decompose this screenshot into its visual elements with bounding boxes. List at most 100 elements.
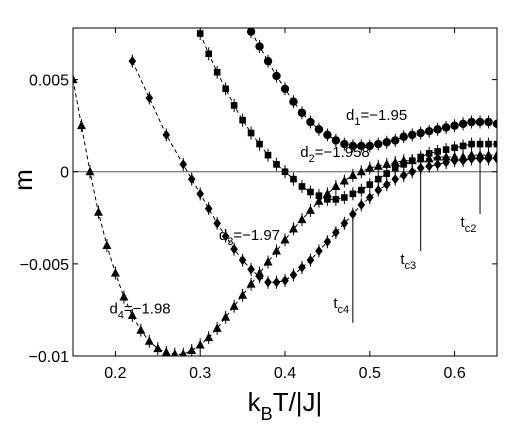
series-2-point-22 <box>383 170 391 177</box>
series-1-label: d1=−1.95 <box>346 107 407 128</box>
series-2-point-32 <box>468 140 475 148</box>
series-1-point-26 <box>467 117 476 127</box>
series-1-point-5 <box>289 97 298 106</box>
series-3-point-3 <box>179 159 188 170</box>
series-4-point-28 <box>305 205 315 214</box>
series-3-point-24 <box>357 199 366 210</box>
series-1-point-20 <box>416 128 425 138</box>
series-3-point-22 <box>340 218 349 229</box>
series-2-point-34 <box>485 140 492 148</box>
series-4-point-15 <box>195 339 205 349</box>
series-4-point-32 <box>339 175 349 185</box>
series-3-point-11 <box>247 264 255 275</box>
series-3-point-27 <box>382 179 391 190</box>
series-3-point-5 <box>196 188 204 199</box>
series-2-point-17 <box>341 194 348 201</box>
series-4-point-38 <box>390 157 400 167</box>
series-1-point-10 <box>331 136 341 145</box>
series-4-point-29 <box>314 196 324 205</box>
series-4-point-43 <box>433 151 443 161</box>
series-2-point-19 <box>358 186 365 194</box>
series-4-point-8 <box>136 325 146 334</box>
series-1-point-12 <box>348 141 358 151</box>
y-tick-label-1: 0 <box>60 165 69 182</box>
series-4-point-2 <box>85 166 95 176</box>
series-4-point-12 <box>171 349 179 356</box>
series-4-point-45 <box>450 151 460 161</box>
series-4-point-16 <box>204 332 214 342</box>
series-4-point-37 <box>382 159 392 168</box>
series-4-point-19 <box>229 301 239 310</box>
series-3-point-21 <box>332 227 340 238</box>
series-1-point-24 <box>450 121 459 130</box>
series-4-point-11 <box>161 347 171 356</box>
series-1-point-23 <box>441 123 451 132</box>
series-4-point-25 <box>280 234 290 244</box>
series-3-point-26 <box>374 185 383 196</box>
series-1-point-15 <box>374 139 383 149</box>
series-3-point-7 <box>213 218 221 229</box>
series-4-point-50 <box>492 150 497 159</box>
series-1-point-25 <box>458 119 468 129</box>
series-4-point-24 <box>272 245 282 255</box>
x-tick-label-0: 0.2 <box>104 365 126 382</box>
series-4-point-48 <box>475 150 485 159</box>
series-1-point-16 <box>382 138 391 147</box>
series-3-point-25 <box>366 192 374 203</box>
series-3-point-10 <box>238 255 247 266</box>
critical-label-4: tc4 <box>333 295 349 316</box>
series-2-point-3 <box>222 85 229 93</box>
series-3-point-29 <box>399 170 408 181</box>
series-4-point-23 <box>263 257 273 266</box>
series-1-point-14 <box>365 141 374 151</box>
series-1-point-0 <box>246 28 256 36</box>
series-2-point-21 <box>374 175 382 183</box>
critical-label-2: tc2 <box>461 214 477 235</box>
series-3-point-18 <box>306 255 315 266</box>
series-1-point-2 <box>263 56 273 66</box>
series-3-point-16 <box>289 269 298 280</box>
series-4-point-31 <box>331 181 341 190</box>
series-1-point-19 <box>408 130 417 140</box>
series-3 <box>128 54 497 289</box>
series-4-point-14 <box>187 345 197 354</box>
series-3-label: d3=−1.97 <box>219 227 280 248</box>
series-4-point-18 <box>221 312 231 321</box>
series-1-point-7 <box>306 117 315 127</box>
series-4-point-3 <box>93 207 103 216</box>
series-3-point-15 <box>281 275 289 286</box>
series-4-point-35 <box>365 163 375 172</box>
series-3-point-1 <box>145 93 154 104</box>
series-1-point-28 <box>484 117 493 127</box>
series-3-point-17 <box>298 262 306 273</box>
series-2-point-2 <box>213 68 221 76</box>
critical-label-3: tc3 <box>400 251 416 272</box>
series-4-point-26 <box>288 223 298 233</box>
series-1-point-18 <box>399 132 408 141</box>
series-4-fit-line <box>73 79 497 355</box>
series-3-point-6 <box>204 203 213 214</box>
series-4-point-34 <box>356 166 366 176</box>
series-4-point-49 <box>484 150 494 159</box>
series-2-label: d2=−1.958 <box>300 144 370 165</box>
series-3-point-32 <box>425 161 433 172</box>
series-1-point-22 <box>433 125 442 134</box>
series-3-point-28 <box>391 174 400 185</box>
series-4-point-40 <box>407 155 417 165</box>
series-3-point-13 <box>264 277 272 288</box>
series-2-point-10 <box>281 168 289 176</box>
series-3-point-20 <box>323 236 332 247</box>
series-2-point-18 <box>349 190 357 198</box>
series-4-point-30 <box>322 188 332 198</box>
axes: 0.2 0.3 0.4 0.5 0.6 0.005 0 −0.005 −0.01 d1=−1.95… <box>20 27 498 382</box>
series-1-point-27 <box>475 117 485 127</box>
series-4-point-47 <box>467 150 477 159</box>
x-tick-label-2: 0.4 <box>274 365 296 382</box>
series-2-point-8 <box>264 151 272 159</box>
series-2-point-20 <box>366 181 374 188</box>
series-4-point-46 <box>458 151 468 161</box>
y-tick-label-3: −0.01 <box>29 349 70 366</box>
series-1-point-9 <box>323 130 332 140</box>
series-4-point-22 <box>255 268 265 277</box>
series-2-point-30 <box>451 144 458 152</box>
